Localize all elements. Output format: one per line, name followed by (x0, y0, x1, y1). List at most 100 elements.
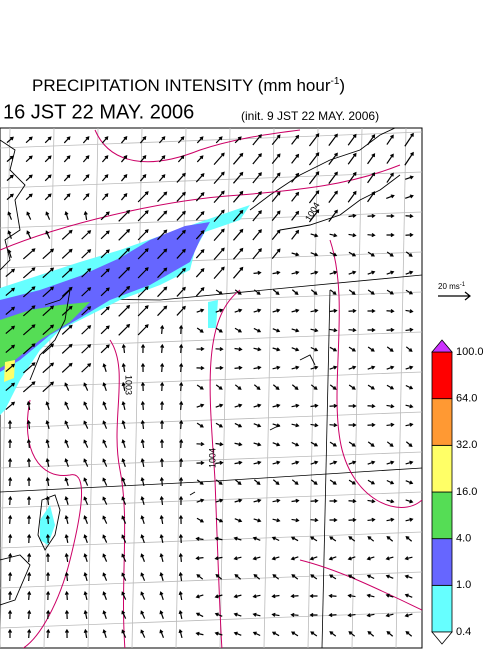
wind-arrow (42, 267, 55, 279)
colorbar-segment (431, 351, 453, 400)
wind-arrow (8, 457, 13, 468)
wind-arrow (179, 343, 184, 354)
wind-arrow (404, 613, 413, 618)
wind-arrow (101, 136, 109, 144)
wind-arrow (233, 612, 242, 617)
wind-arrow (367, 233, 376, 238)
wind-arrow (140, 457, 145, 468)
wind-arrow (348, 365, 357, 370)
parallel (0, 531, 422, 549)
wind-arrow (159, 533, 164, 544)
wind-arrow (404, 132, 414, 147)
wind-arrow (83, 534, 88, 543)
wind-arrow (367, 289, 375, 295)
map-area: 1004 1003 1004 (0, 127, 494, 649)
wind-arrow (272, 498, 281, 503)
wind-arrow (100, 230, 110, 240)
wind-arrow (196, 517, 205, 523)
wind-arrow (271, 556, 280, 561)
wind-arrow (121, 496, 127, 505)
wind-arrow (26, 230, 32, 239)
wind-arrow (22, 248, 36, 260)
wind-arrow (195, 536, 204, 541)
wind-arrow (157, 210, 168, 222)
wind-arrow (27, 571, 32, 582)
wind-arrow (26, 514, 32, 525)
wind-arrow (83, 458, 89, 467)
wind-arrow (8, 476, 13, 487)
wind-arrow (386, 213, 395, 219)
wind-arrow (234, 365, 243, 370)
wind-arrow (27, 590, 32, 601)
wind-arrow (159, 476, 164, 487)
wind-arrow (121, 439, 126, 448)
wind-arrow (291, 153, 300, 164)
wind-arrow (100, 268, 110, 278)
wind-arrow (45, 514, 50, 525)
wind-arrow (328, 133, 338, 146)
wind-arrow (177, 155, 185, 163)
wind-arrow (215, 460, 224, 465)
wind-arrow (272, 460, 281, 465)
wind-arrow (5, 363, 16, 373)
wind-arrow (367, 172, 376, 184)
wind-arrow (6, 155, 14, 163)
wind-arrow (5, 287, 16, 297)
wind-arrow (139, 136, 147, 144)
wind-arrow (100, 249, 110, 259)
wind-arrow (177, 136, 185, 144)
wind-arrow (22, 286, 36, 298)
wind-arrow (26, 400, 31, 411)
wind-arrow (328, 556, 337, 561)
wind-arrow (26, 438, 31, 449)
meridian (484, 128, 494, 648)
wind-arrow (63, 155, 71, 163)
colorbar-label: 32.0 (456, 439, 477, 451)
wind-arrow (328, 209, 338, 222)
wind-arrow (83, 420, 89, 429)
wind-arrow (45, 495, 50, 506)
wind-arrow (310, 328, 319, 333)
wind-scale-label: 20 ms-1 (438, 282, 466, 292)
wind-arrow (7, 419, 13, 430)
wind-arrow (42, 362, 55, 374)
wind-arrow (213, 171, 225, 185)
wind-arrow (160, 362, 165, 373)
wind-arrow (367, 517, 376, 522)
wind-arrow (291, 441, 300, 447)
wind-arrow (83, 210, 88, 221)
wind-arrow (137, 305, 149, 317)
wind-arrow (233, 536, 242, 541)
wind-arrow (308, 209, 320, 223)
wind-arrow (272, 442, 281, 447)
wind-arrow (386, 460, 395, 465)
wind-arrow (272, 328, 281, 333)
wind-arrow (121, 553, 127, 562)
wind-arrow (137, 286, 149, 298)
wind-arrow (405, 536, 413, 542)
isobar-label: 1004 (207, 448, 217, 468)
wind-arrow (348, 308, 357, 313)
wind-arrow (213, 247, 225, 261)
wind-arrow (64, 552, 69, 563)
wind-arrow (160, 381, 165, 392)
wind-arrow (271, 248, 281, 260)
wind-arrow (5, 325, 16, 335)
wind-arrow (234, 518, 243, 523)
wind-arrow (405, 441, 413, 447)
wind-arrow (42, 324, 55, 336)
wind-arrow (8, 552, 13, 563)
wind-arrow (386, 441, 394, 447)
colorbar-label: 100.0 (456, 346, 484, 358)
wind-arrow (253, 518, 262, 523)
wind-arrow (215, 308, 224, 313)
wind-arrow (118, 266, 131, 279)
wind-arrow (45, 476, 50, 487)
colorbar-segment (431, 538, 453, 586)
wind-arrow (271, 172, 281, 184)
colorbar-segment (431, 444, 453, 493)
wind-arrow (367, 499, 376, 504)
wind-arrow (159, 419, 165, 430)
wind-arrow (102, 401, 107, 410)
wind-arrow (291, 574, 299, 580)
